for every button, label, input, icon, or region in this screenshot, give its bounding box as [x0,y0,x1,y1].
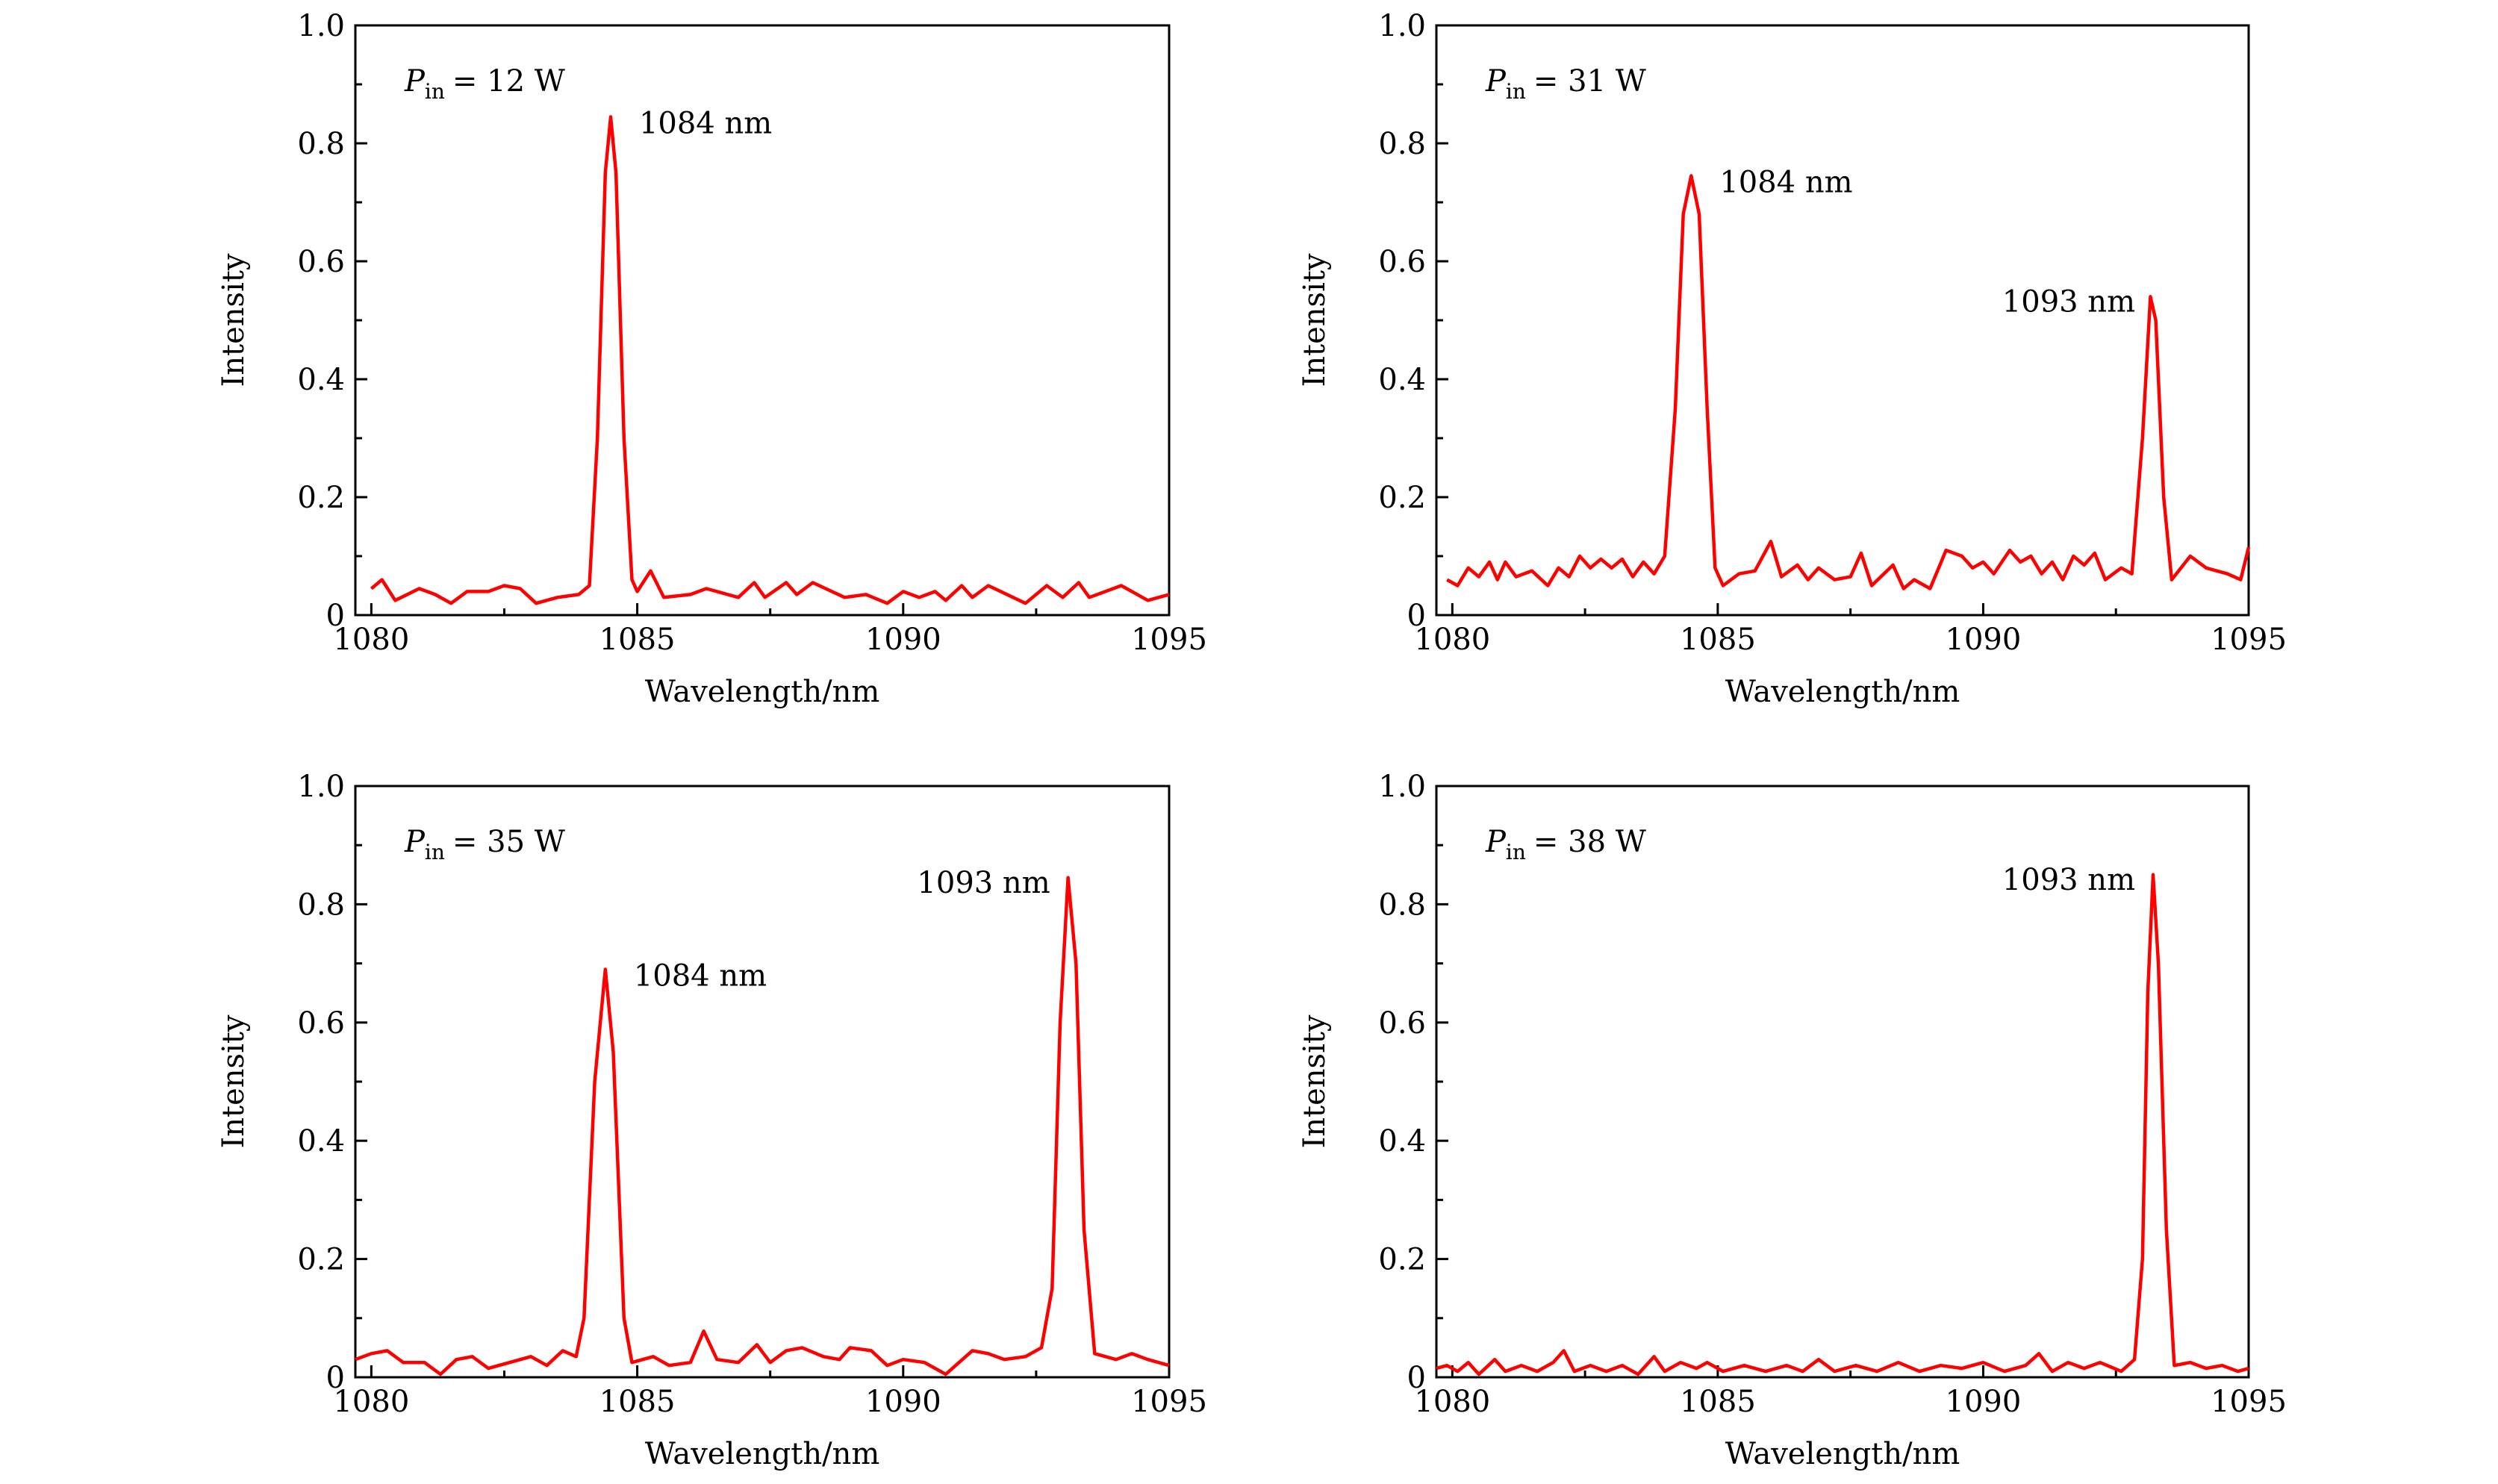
x-tick-label: 1085 [1680,1385,1756,1419]
power-symbol: P [1485,64,1507,99]
peak-label: 1093 nm [917,866,1050,900]
y-tick-label: 1.0 [1378,770,1426,804]
x-axis-label: Wavelength/nm [645,1437,880,1471]
power-value: = 38 W [1533,825,1646,859]
x-tick-label: 1090 [1946,1385,2022,1419]
x-tick-label: 1080 [333,623,409,657]
y-tick-label: 0.8 [1378,888,1426,922]
x-tick-label: 1080 [1414,623,1490,657]
x-axis-label: Wavelength/nm [1725,1437,1960,1471]
power-subscript: in [1506,79,1526,104]
x-tick-label: 1090 [865,623,941,657]
y-tick-label: 0.8 [1378,127,1426,161]
y-tick-label: 0.8 [297,888,345,922]
y-tick-label: 0.2 [297,1243,345,1277]
spectrum-line [1446,174,2251,590]
power-value: = 35 W [452,825,565,859]
x-tick-label: 1095 [2211,623,2287,657]
y-tick-label: 0.4 [1378,363,1426,397]
y-tick-label: 0.2 [297,481,345,515]
chart-panel-3: 1080 1085 1090 1095 0 0.2 0.4 0.6 0.8 1.0 Waveleng… [217,770,1207,1471]
power-symbol: P [404,64,426,99]
x-tick-label: 1080 [333,1385,409,1419]
power-annotation: Pin = 35 W [404,825,565,864]
spectrum-line [1436,873,2249,1377]
power-subscript: in [425,79,445,104]
power-annotation: Pin = 12 W [404,64,565,104]
power-symbol: P [1485,825,1507,859]
y-tick-label: 0.4 [297,1124,345,1159]
x-tick-label: 1095 [2211,1385,2287,1419]
power-subscript: in [425,840,445,864]
x-tick-label: 1090 [865,1385,941,1419]
y-tick-label: 0.2 [1378,1243,1426,1277]
x-tick-label: 1085 [1680,623,1756,657]
y-axis-label: Intensity [1298,253,1332,387]
power-value: = 12 W [452,64,565,99]
peak-label: 1093 nm [2002,284,2135,319]
spectrum-line [370,115,1170,605]
peak-label: 1084 nm [634,959,767,994]
y-tick-label: 0.8 [297,127,345,161]
power-symbol: P [404,825,426,859]
y-axis-label: Intensity [1298,1014,1332,1148]
y-tick-label: 0.2 [1378,481,1426,515]
y-tick-label: 0 [1407,599,1426,633]
chart-panel-4: 1080 1085 1090 1095 0 0.2 0.4 0.6 0.8 1.0 Waveleng… [1298,770,2287,1471]
y-tick-label: 0.6 [1378,245,1426,279]
y-tick-label: 0.4 [297,363,345,397]
x-axis-label: Wavelength/nm [645,675,880,709]
y-tick-label: 0 [326,1361,345,1395]
y-axis-label: Intensity [217,1014,251,1148]
y-tick-label: 0.6 [297,245,345,279]
power-value: = 31 W [1533,64,1646,99]
y-tick-label: 0.6 [1378,1006,1426,1041]
x-axis-label: Wavelength/nm [1725,675,1960,709]
x-tick-label: 1095 [1131,1385,1207,1419]
chart-panel-2: 1080 1085 1090 1095 0 0.2 0.4 0.6 0.8 1.0 Waveleng… [1298,9,2287,709]
y-axis-label: Intensity [217,253,251,387]
x-tick-label: 1090 [1946,623,2022,657]
x-tick-label: 1080 [1414,1385,1490,1419]
y-tick-label: 0 [326,599,345,633]
x-tick-label: 1085 [599,623,676,657]
y-tick-label: 1.0 [297,770,345,804]
peak-label: 1084 nm [639,106,772,140]
x-tick-label: 1095 [1131,623,1207,657]
y-tick-label: 0.6 [297,1006,345,1041]
peak-label: 1093 nm [2002,863,2135,897]
chart-panel-1: 1080 1085 1090 1095 0 0.2 0.4 0.6 0.8 1.0 Waveleng… [217,9,1207,709]
spectrum-line [355,876,1170,1377]
y-tick-label: 1.0 [1378,9,1426,43]
y-tick-label: 0.4 [1378,1124,1426,1159]
y-tick-label: 0 [1407,1361,1426,1395]
y-tick-label: 1.0 [297,9,345,43]
plot-frame [1435,24,2250,617]
x-tick-label: 1085 [599,1385,676,1419]
power-subscript: in [1506,840,1526,864]
power-annotation: Pin = 31 W [1485,64,1646,104]
peak-label: 1084 nm [1719,165,1852,199]
power-annotation: Pin = 38 W [1485,825,1646,864]
